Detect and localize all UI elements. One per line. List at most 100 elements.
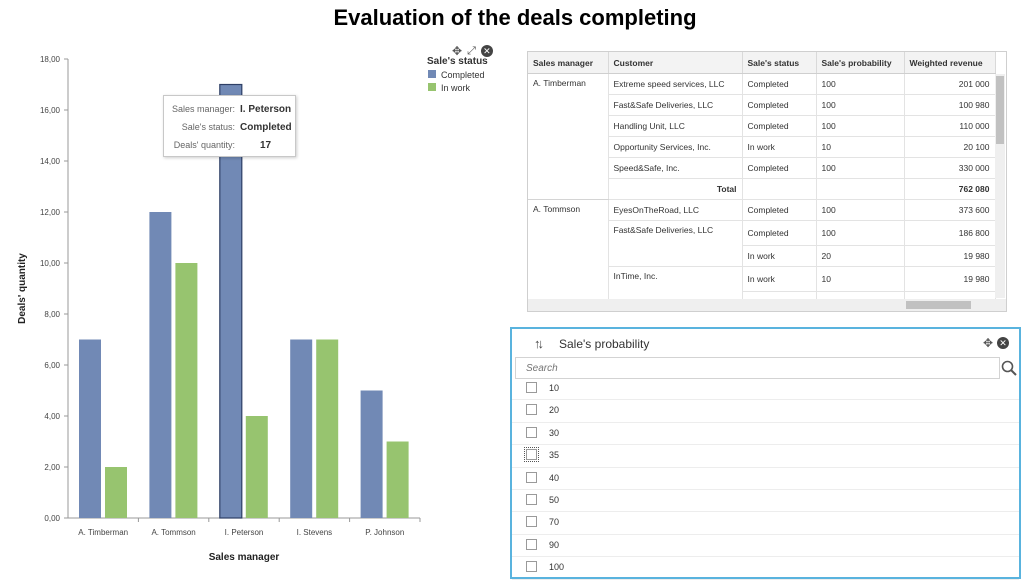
y-tick-label: 16,00 bbox=[40, 106, 61, 115]
customer-cell: InTime, Inc. bbox=[608, 266, 743, 292]
option-checkbox[interactable] bbox=[524, 447, 539, 463]
close-icon[interactable]: ✕ bbox=[480, 45, 493, 57]
filter-option[interactable]: 50 bbox=[512, 490, 1019, 513]
option-checkbox[interactable] bbox=[526, 426, 537, 438]
move-icon[interactable]: ✥ bbox=[982, 336, 993, 350]
x-tick-label: A. Timberman bbox=[78, 528, 128, 537]
search-icon bbox=[1001, 360, 1017, 376]
y-tick-label: 8,00 bbox=[44, 310, 60, 319]
status-cell: In work bbox=[742, 266, 817, 292]
bar bbox=[149, 212, 172, 518]
x-tick-label: I. Peterson bbox=[225, 528, 264, 537]
empty-cell bbox=[816, 178, 905, 200]
filter-option[interactable]: 100 bbox=[512, 557, 1019, 580]
scrollbar-thumb[interactable] bbox=[906, 301, 971, 309]
manager-cell: A. Timberman bbox=[528, 73, 609, 200]
column-header-status[interactable]: Sale's status bbox=[742, 52, 817, 74]
y-tick-label: 14,00 bbox=[40, 157, 61, 166]
filter-option[interactable]: 90 bbox=[512, 535, 1019, 558]
option-checkbox[interactable] bbox=[526, 471, 537, 483]
option-label: 35 bbox=[549, 450, 560, 461]
status-cell: Completed bbox=[742, 157, 817, 179]
filter-option[interactable]: 40 bbox=[512, 468, 1019, 490]
column-header-probability[interactable]: Sale's probability bbox=[816, 52, 905, 74]
bar bbox=[219, 83, 243, 519]
vertical-scrollbar[interactable] bbox=[995, 74, 1005, 298]
tooltip-value: I. Peterson bbox=[240, 104, 292, 115]
y-tick-label: 4,00 bbox=[44, 412, 60, 421]
table-row: In work 20 19 980 bbox=[528, 245, 996, 267]
y-tick-label: 2,00 bbox=[44, 463, 60, 472]
x-tick-label: P. Johnson bbox=[365, 528, 404, 537]
search-button[interactable] bbox=[1000, 357, 1018, 379]
table-row: Opportunity Services, Inc. In work 10 20… bbox=[528, 136, 996, 158]
bar bbox=[316, 339, 339, 518]
move-icon[interactable]: ✥ bbox=[452, 44, 463, 58]
revenue-cell: 100 980 bbox=[904, 94, 996, 116]
fullscreen-icon[interactable]: ⤢ bbox=[467, 45, 476, 57]
option-label: 90 bbox=[549, 539, 560, 550]
option-checkbox[interactable] bbox=[526, 382, 537, 393]
option-checkbox[interactable] bbox=[526, 538, 537, 550]
table-header-row: Sales manager Customer Sale's status Sal… bbox=[528, 52, 996, 74]
option-checkbox[interactable] bbox=[526, 516, 537, 528]
tooltip-key: Sales manager: bbox=[171, 104, 235, 114]
probability-cell: 100 bbox=[816, 94, 905, 116]
bar bbox=[360, 390, 383, 518]
filter-option[interactable]: 20 bbox=[512, 400, 1019, 423]
sort-icon[interactable]: ↑↓ bbox=[534, 336, 544, 351]
status-cell: In work bbox=[742, 136, 817, 158]
customer-cell: Fast&Safe Deliveries, LLC bbox=[608, 94, 743, 116]
option-checkbox[interactable] bbox=[526, 561, 537, 573]
option-label: 100 bbox=[549, 562, 565, 573]
customer-cell bbox=[608, 245, 743, 267]
probability-cell: 100 bbox=[816, 115, 905, 137]
bar bbox=[105, 467, 127, 518]
tooltip-value: Completed bbox=[240, 122, 292, 133]
search-input[interactable] bbox=[516, 358, 1006, 378]
close-icon[interactable]: ✕ bbox=[997, 337, 1009, 349]
filter-option[interactable]: 70 bbox=[512, 512, 1019, 535]
probability-cell: 100 bbox=[816, 199, 905, 221]
legend-label: In work bbox=[441, 83, 471, 93]
pivot-table-panel[interactable]: Sales manager Customer Sale's status Sal… bbox=[527, 51, 1007, 312]
table-row: A. Timberman Extreme speed services, LLC… bbox=[528, 73, 996, 200]
filter-header: ↑↓ Sale's probability ✥ ✕ bbox=[512, 329, 1019, 357]
column-header-sales-manager[interactable]: Sales manager bbox=[528, 52, 609, 74]
chart-tooltip: Sales manager: I. Peterson Sale's status… bbox=[163, 95, 296, 157]
table-total-row: Total 762 080 bbox=[528, 178, 996, 200]
filter-option[interactable]: 35 bbox=[512, 445, 1019, 468]
customer-cell: Speed&Safe, Inc. bbox=[608, 157, 743, 179]
probability-cell: 100 bbox=[816, 157, 905, 179]
search-box bbox=[515, 357, 1006, 379]
filter-option[interactable]: 10 bbox=[512, 378, 1019, 401]
x-tick-label: A. Tommson bbox=[151, 528, 195, 537]
filter-panel-tools: ✥ ✕ bbox=[983, 337, 1009, 349]
total-value: 762 080 bbox=[904, 178, 996, 200]
bar bbox=[79, 339, 101, 518]
status-cell: Completed bbox=[742, 199, 817, 221]
customer-cell: Extreme speed services, LLC bbox=[608, 73, 743, 95]
probability-cell: 10 bbox=[816, 136, 905, 158]
option-checkbox[interactable] bbox=[526, 493, 537, 505]
column-header-customer[interactable]: Customer bbox=[608, 52, 743, 74]
table-row: Fast&Safe Deliveries, LLC Completed 100 … bbox=[528, 94, 996, 116]
customer-cell: Opportunity Services, Inc. bbox=[608, 136, 743, 158]
probability-cell: 20 bbox=[816, 245, 905, 267]
bar bbox=[175, 263, 198, 518]
table-row: InTime, Inc. In work 10 19 980 bbox=[528, 266, 996, 292]
option-label: 10 bbox=[549, 383, 560, 393]
horizontal-scrollbar[interactable] bbox=[528, 299, 1006, 311]
option-checkbox[interactable] bbox=[526, 404, 537, 416]
scrollbar-thumb[interactable] bbox=[996, 76, 1004, 144]
bar bbox=[386, 441, 409, 518]
manager-cell: A. Tommson bbox=[528, 199, 609, 311]
bar bbox=[245, 416, 268, 518]
filter-option[interactable]: 30 bbox=[512, 423, 1019, 446]
option-label: 20 bbox=[549, 405, 560, 416]
revenue-cell: 186 800 bbox=[904, 220, 996, 246]
column-header-revenue[interactable]: Weighted revenue bbox=[904, 52, 996, 74]
customer-cell: Handling Unit, LLC bbox=[608, 115, 743, 137]
y-tick-label: 0,00 bbox=[44, 514, 60, 523]
chart-panel: 0,00 2,00 4,00 6,00 8,00 10,00 12,00 14,00 16,00… bbox=[0, 38, 510, 585]
